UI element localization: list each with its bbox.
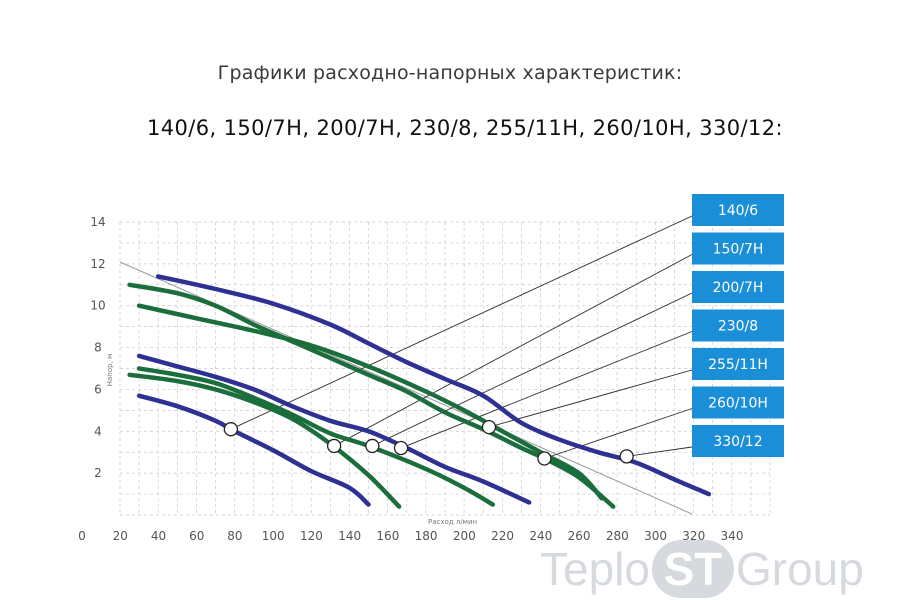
- chart-subtitle: 140/6, 150/7H, 200/7H, 230/8, 255/11H, 2…: [146, 116, 784, 140]
- watermark-mid: ST: [651, 540, 734, 598]
- watermark-logo: Teplo ST Group: [540, 540, 900, 600]
- x-tick-label: 100: [262, 529, 285, 543]
- legend-box: [692, 425, 784, 457]
- x-tick-label: 140: [338, 529, 361, 543]
- axis-ticks: 0 20 40 60 80 100 120 140 160 180 200 220 240 260 280 3…: [78, 215, 743, 543]
- chart-title: Графики расходно-напорных характеристик:: [217, 62, 683, 84]
- leader-line: [488, 369, 693, 428]
- legend-label: 150/7H: [713, 242, 764, 258]
- legend-label: 260/10H: [708, 396, 768, 412]
- x-tick-label: 260: [568, 529, 591, 543]
- leader-line: [333, 254, 693, 447]
- watermark-left: Teplo: [540, 543, 650, 595]
- y-tick-label: 8: [94, 341, 102, 355]
- x-tick-label: 20: [113, 529, 128, 543]
- marker-point: [223, 422, 239, 437]
- marker-point: [619, 449, 634, 464]
- x-tick-label: 40: [151, 529, 166, 543]
- x-tick-label: 340: [721, 529, 744, 543]
- curve-140/6: [136, 393, 371, 507]
- curves: [127, 274, 712, 509]
- leader-line: [544, 408, 693, 459]
- x-tick-label: 220: [491, 529, 514, 543]
- curve-150/7H: [127, 372, 402, 509]
- x-tick-label: 0: [78, 529, 86, 543]
- legend-box: [692, 271, 784, 303]
- curve-200/7H: [136, 366, 496, 507]
- x-axis-label: Расход л/мин: [428, 518, 477, 526]
- y-tick-label: 2: [94, 466, 102, 480]
- x-tick-label: 240: [529, 529, 552, 543]
- markers: [223, 419, 634, 466]
- x-tick-label: 120: [300, 529, 323, 543]
- y-tick-label: 14: [90, 215, 105, 229]
- leader-line: [626, 446, 693, 457]
- legend: 140/6 150/7H 200/7H 230/8 255/11H 260/10H 330/…: [692, 194, 784, 457]
- watermark-right: Group: [735, 543, 864, 595]
- leader-lines: [119, 215, 693, 515]
- y-tick-label: 10: [90, 299, 105, 313]
- x-tick-label: 180: [415, 529, 438, 543]
- legend-box: [692, 194, 784, 226]
- curve-330/12: [155, 274, 712, 497]
- leader-line: [372, 292, 693, 447]
- legend-box: [692, 386, 784, 419]
- x-tick-label: 320: [682, 529, 705, 543]
- marker-point: [393, 440, 409, 456]
- x-tick-label: 300: [644, 529, 667, 543]
- grid: [119, 221, 771, 516]
- legend-label: 330/12: [713, 434, 762, 450]
- y-axis-label: Напор, м: [106, 354, 114, 387]
- legend-label: 230/8: [718, 319, 758, 335]
- legend-box: [692, 348, 784, 380]
- legend-label: 200/7H: [713, 280, 764, 296]
- marker-point: [365, 438, 380, 454]
- marker-point: [481, 419, 497, 435]
- leader-line: [230, 215, 693, 430]
- curve-255/11H: [136, 303, 605, 501]
- x-tick-label: 60: [189, 529, 204, 543]
- y-tick-label: 4: [94, 424, 102, 438]
- x-tick-label: 80: [227, 529, 242, 543]
- x-tick-label: 160: [376, 529, 399, 543]
- legend-box: [692, 309, 784, 342]
- leader-line: [400, 331, 693, 449]
- y-tick-label: 6: [94, 382, 102, 396]
- legend-label: 140/6: [718, 203, 758, 219]
- x-tick-label: 280: [606, 529, 629, 543]
- curve-230/8: [136, 353, 532, 505]
- y-tick-label: 12: [90, 257, 105, 271]
- marker-point: [537, 451, 552, 466]
- legend-label: 255/11H: [708, 357, 768, 373]
- x-tick-label: 200: [453, 529, 476, 543]
- legend-box: [692, 232, 784, 265]
- marker-point: [326, 438, 342, 454]
